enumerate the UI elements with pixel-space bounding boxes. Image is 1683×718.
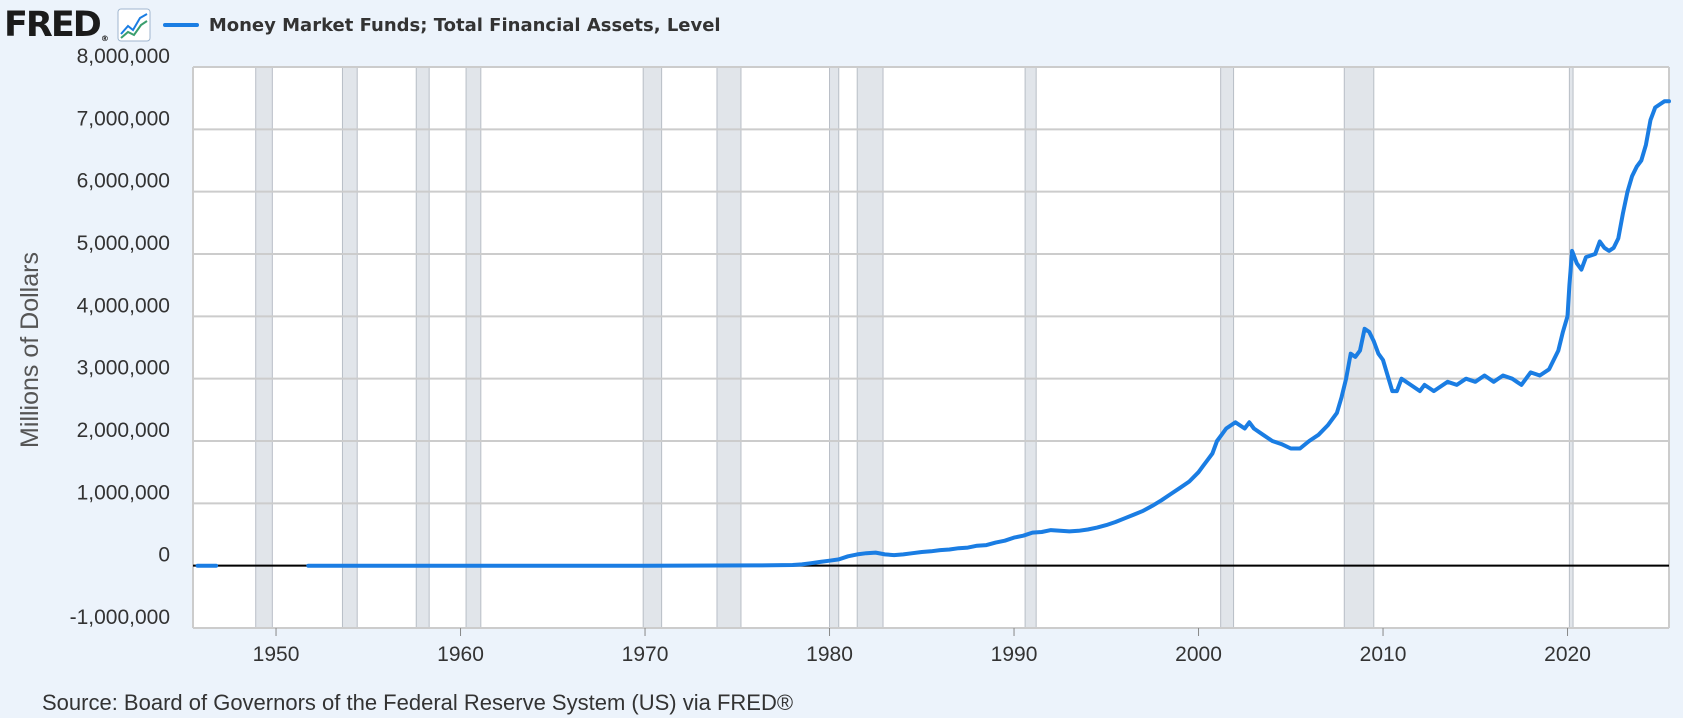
x-tick-label: 1960 bbox=[437, 643, 484, 666]
x-axis: 1950 1960 1970 1980 1990 2000 2010 2020 bbox=[253, 628, 1591, 666]
x-tick-label: 1970 bbox=[622, 643, 669, 666]
recession-band bbox=[465, 66, 482, 629]
x-tick-label: 1980 bbox=[806, 643, 853, 666]
recession-band bbox=[1568, 66, 1574, 629]
y-tick-label: 8,000,000 bbox=[77, 45, 170, 68]
y-tick-label: 3,000,000 bbox=[77, 357, 170, 380]
recession-band bbox=[255, 66, 273, 629]
line-chart-icon[interactable] bbox=[117, 8, 151, 42]
y-tick-label: 4,000,000 bbox=[77, 294, 170, 317]
recession-band bbox=[341, 66, 358, 629]
recession-band bbox=[856, 66, 884, 629]
x-tick-label: 2000 bbox=[1175, 643, 1222, 666]
y-tick-label: 1,000,000 bbox=[77, 481, 170, 504]
y-tick-label: 6,000,000 bbox=[77, 170, 170, 193]
legend-label[interactable]: Money Market Funds; Total Financial Asse… bbox=[208, 14, 721, 36]
y-tick-label: 2,000,000 bbox=[77, 419, 170, 442]
y-axis: -1,000,000 0 1,000,000 2,000,000 3,000,000 4,… bbox=[70, 45, 170, 629]
recession-band bbox=[1024, 66, 1037, 629]
y-tick-label: -1,000,000 bbox=[70, 606, 170, 629]
chart: -1,000,000 0 1,000,000 2,000,000 3,000,000 4,… bbox=[16, 45, 1671, 666]
recession-band bbox=[716, 66, 742, 629]
recession-band bbox=[829, 66, 840, 629]
recession-band bbox=[642, 66, 663, 629]
x-tick-label: 1990 bbox=[991, 643, 1038, 666]
series-line bbox=[306, 99, 1671, 568]
fred-logo-mark: ® bbox=[100, 33, 109, 43]
x-tick-label: 2020 bbox=[1544, 643, 1591, 666]
source-note: Source: Board of Governors of the Federa… bbox=[42, 690, 794, 715]
series-lines bbox=[195, 99, 1671, 568]
legend-swatch bbox=[162, 23, 199, 27]
y-tick-label: 5,000,000 bbox=[77, 232, 170, 255]
recession-band bbox=[415, 66, 430, 629]
plot-area bbox=[193, 67, 1669, 628]
fred-logo[interactable]: FRED® bbox=[4, 4, 109, 45]
y-tick-label: 0 bbox=[158, 544, 170, 567]
x-tick-label: 1950 bbox=[253, 643, 300, 666]
y-tick-label: 7,000,000 bbox=[77, 107, 170, 130]
recession-band bbox=[1220, 66, 1235, 629]
y-axis-label: Millions of Dollars bbox=[16, 252, 44, 448]
x-tick-label: 2010 bbox=[1360, 643, 1407, 666]
chart-header: FRED® Money Market Funds; Total Financia… bbox=[4, 4, 721, 46]
recession-shading bbox=[255, 66, 1574, 629]
fred-logo-text: FRED bbox=[4, 4, 102, 45]
